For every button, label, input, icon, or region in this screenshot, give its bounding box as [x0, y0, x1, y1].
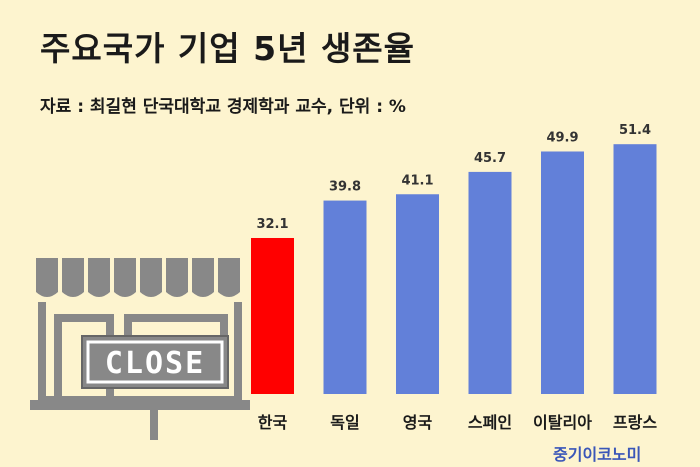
bar-3 — [396, 194, 439, 394]
awning-scallop-3 — [88, 258, 110, 297]
bar-2 — [323, 200, 367, 394]
publisher-watermark: 중기이코노미 — [553, 445, 642, 464]
category-label: 독일 — [330, 413, 359, 432]
category-label: 프랑스 — [613, 413, 657, 432]
bar-4 — [468, 171, 512, 394]
awning-scallop-6 — [166, 258, 188, 297]
awning-scallop-4 — [114, 258, 136, 297]
bar-value-label: 39.8 — [329, 180, 361, 195]
bar-6 — [613, 144, 657, 394]
bar-value-label: 51.4 — [619, 123, 651, 138]
awning-scallop-8 — [218, 258, 240, 297]
close-sign-text: CLOSE — [105, 346, 205, 381]
category-label: 한국 — [258, 413, 288, 432]
chart-subtitle: 자료 : 최길현 단국대학교 경제학과 교수, 단위 : % — [40, 97, 406, 117]
shop-base — [30, 400, 250, 410]
bar-value-label: 32.1 — [256, 217, 288, 232]
category-label: 영국 — [403, 413, 433, 432]
close-sign — [81, 335, 229, 389]
sign-post — [150, 398, 158, 440]
bar-1 — [251, 237, 294, 394]
awning-scallop-2 — [62, 258, 84, 297]
bar-value-label: 49.9 — [546, 130, 578, 145]
chart-title: 주요국가 기업 5년 생존율 — [40, 29, 416, 68]
awning-scallop-1 — [36, 258, 58, 297]
category-label: 이탈리아 — [533, 413, 592, 432]
category-label: 스페인 — [468, 413, 512, 432]
bar-value-label: 41.1 — [401, 173, 433, 188]
awning-scallop-5 — [140, 258, 162, 297]
bar-5 — [541, 151, 584, 394]
bar-value-label: 45.7 — [474, 151, 506, 166]
awning-scallop-7 — [192, 258, 214, 297]
